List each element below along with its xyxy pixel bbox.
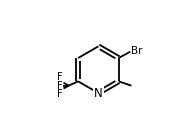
Text: Br: Br <box>131 46 142 56</box>
Text: N: N <box>94 87 103 100</box>
Text: F: F <box>57 72 63 83</box>
Text: F: F <box>57 81 62 91</box>
Text: F: F <box>57 89 63 99</box>
